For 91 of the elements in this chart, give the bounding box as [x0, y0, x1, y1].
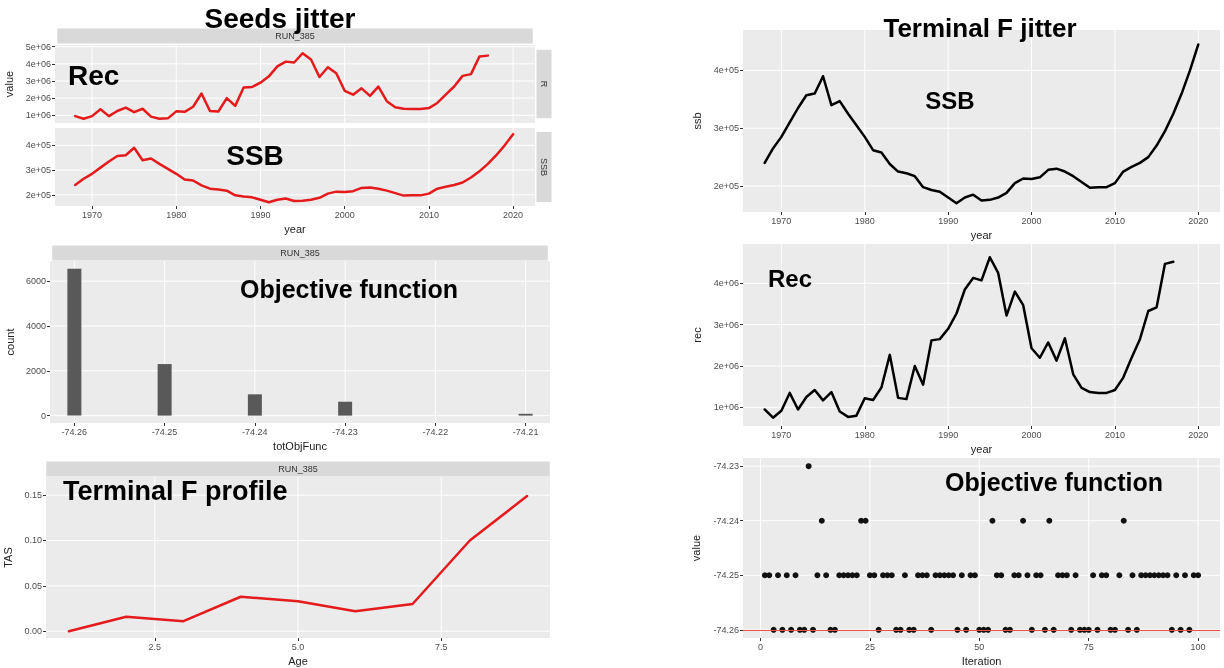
bar	[247, 394, 262, 416]
y-tick-label: 2e+05	[25, 189, 51, 200]
x-tick-label: -74.24	[242, 426, 268, 437]
x-tick-label: 1980	[166, 209, 187, 220]
line-series	[73, 132, 515, 204]
x-tick-label: 1990	[938, 429, 959, 440]
y-tick-label: 4000	[25, 320, 46, 331]
x-tick-label: -74.23	[332, 426, 358, 437]
x-tick-label: 2000	[1021, 215, 1042, 226]
x-axis-title: Iteration	[961, 655, 1002, 668]
x-axis-title: year	[970, 443, 993, 456]
line-series	[763, 43, 1200, 205]
x-tick-label: 100	[1190, 641, 1206, 652]
chart-title: Terminal F profile	[63, 475, 288, 506]
bar	[338, 401, 353, 416]
text: RUN_385	[278, 464, 318, 474]
y-axis-title: TAS	[2, 547, 15, 568]
y-tick-label: 4e+06	[713, 278, 739, 289]
x-tick-label: 1970	[771, 215, 792, 226]
text: R	[539, 80, 549, 88]
y-tick-label: -74.24	[713, 515, 739, 526]
x-tick-label: 0	[758, 641, 764, 652]
y-tick-label: 5e+06	[25, 41, 51, 52]
x-tick-label: 2020	[503, 209, 524, 220]
x-tick-label: 7.5	[434, 641, 448, 652]
y-axis-title: value	[689, 534, 702, 562]
x-tick-label: 2020	[1188, 429, 1209, 440]
chart-title: Seeds jitter	[204, 2, 356, 34]
y-tick-label: 0	[40, 410, 46, 421]
y-tick-label: 3e+06	[25, 76, 51, 86]
x-tick-label: 2020	[1188, 215, 1209, 226]
y-tick-label: 2e+05	[713, 181, 739, 191]
x-tick-label: 5.0	[291, 641, 305, 652]
x-tick-label: 1970	[82, 209, 103, 220]
y-tick-label: 2e+06	[25, 93, 51, 104]
y-axis-title: count	[3, 328, 16, 356]
x-tick-label: 25	[864, 641, 875, 652]
x-axis-title: year	[284, 223, 307, 236]
annotation: Rec	[68, 59, 120, 91]
x-tick-label: 2000	[334, 209, 355, 220]
x-axis-title: totObjFunc	[273, 440, 328, 453]
y-tick-label: 6000	[25, 276, 46, 287]
text: Objective function	[240, 274, 459, 303]
x-tick-label: 1980	[854, 215, 875, 226]
text: SSB	[539, 157, 549, 177]
y-tick-label: 4e+06	[25, 58, 51, 69]
annotation: Rec	[767, 264, 813, 292]
y-axis-title: ssb	[691, 112, 704, 130]
line-series	[763, 255, 1175, 419]
y-tick-label: -74.26	[713, 624, 739, 635]
y-axis-title: value	[3, 70, 16, 98]
y-tick-label: 1e+06	[713, 402, 739, 413]
x-tick-label: 1990	[938, 215, 959, 226]
x-tick-label: 1970	[771, 429, 792, 440]
x-tick-label: 2010	[418, 209, 439, 220]
y-tick-label: 1e+06	[25, 110, 51, 121]
y-tick-label: 4e+05	[25, 140, 51, 151]
y-tick-label: 0.10	[24, 535, 42, 546]
x-tick-label: 2010	[1104, 429, 1125, 440]
y-tick-label: 4e+05	[713, 65, 739, 76]
bar	[157, 364, 172, 416]
x-tick-label: 2.5	[148, 641, 162, 652]
y-tick-label: 3e+05	[713, 123, 739, 134]
y-tick-label: -74.23	[713, 461, 739, 472]
x-tick-label: 1980	[854, 429, 875, 440]
y-tick-label: 0.05	[24, 580, 42, 591]
chart-title: Terminal F jitter	[883, 13, 1077, 43]
y-tick-label: 2000	[25, 365, 46, 376]
annotation: SSB	[226, 139, 284, 171]
x-tick-label: 50	[974, 641, 985, 652]
x-tick-label: -74.26	[61, 426, 88, 437]
x-tick-label: -74.21	[512, 426, 539, 437]
y-tick-label: -74.25	[713, 570, 739, 581]
y-tick-label: 3e+05	[25, 165, 51, 176]
bar	[67, 268, 82, 416]
x-tick-label: 2000	[1021, 429, 1042, 440]
annotation: SSB	[925, 86, 975, 114]
x-tick-label: 1990	[250, 209, 271, 220]
x-tick-label: 75	[1083, 641, 1094, 652]
x-tick-label: -74.22	[422, 426, 449, 437]
y-tick-label: 2e+06	[713, 361, 739, 372]
x-tick-label: -74.25	[151, 426, 178, 437]
text: RUN_385	[280, 248, 320, 258]
x-tick-label: 2010	[1104, 215, 1125, 226]
x-axis-title: year	[970, 229, 993, 242]
x-axis-title: Age	[288, 655, 308, 668]
y-tick-label: 0.15	[24, 490, 42, 501]
chart-title: Objective function	[945, 467, 1164, 496]
y-tick-label: 3e+06	[713, 319, 739, 330]
y-axis-title: rec	[691, 326, 704, 343]
y-tick-label: 0.00	[24, 626, 42, 637]
